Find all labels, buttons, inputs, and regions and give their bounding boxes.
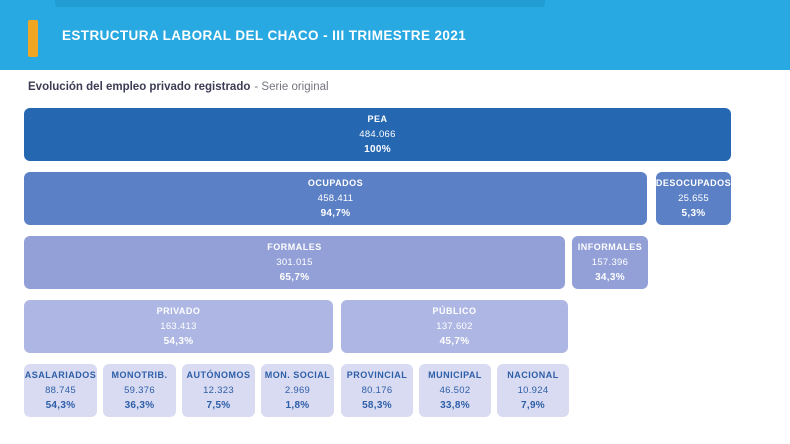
chart-subtitle: Evolución del empleo privado registrado -… — [28, 81, 329, 93]
node-percentage: 94,7% — [320, 208, 351, 219]
node-pea: PEA 484.066 100% — [24, 108, 731, 161]
node-percentage: 58,3% — [362, 400, 392, 411]
page-title: ESTRUCTURA LABORAL DEL CHACO - III TRIME… — [62, 27, 467, 43]
node-label: AUTÓNOMOS — [186, 370, 251, 380]
node-label: PRIVADO — [156, 306, 201, 316]
node-ocupados: OCUPADOS 458.411 94,7% — [24, 172, 647, 225]
header-banner: ESTRUCTURA LABORAL DEL CHACO - III TRIME… — [0, 0, 790, 70]
node-label: INFORMALES — [577, 242, 643, 252]
node-percentage: 100% — [364, 144, 391, 155]
node-value: 301.015 — [276, 256, 313, 268]
node-value: 46.502 — [439, 384, 471, 396]
node-nacional: NACIONAL 10.924 7,9% — [497, 364, 569, 417]
node-percentage: 1,8% — [285, 400, 310, 411]
node-label: MUNICIPAL — [428, 370, 482, 380]
node-informales: INFORMALES 157.396 34,3% — [572, 236, 648, 289]
node-provincial: PROVINCIAL 80.176 58,3% — [341, 364, 413, 417]
node-percentage: 54,3% — [163, 336, 194, 347]
node-value: 484.066 — [359, 128, 396, 140]
node-percentage: 54,3% — [45, 400, 76, 411]
node-percentage: 36,3% — [124, 400, 155, 411]
node-label: MONOTRIB. — [111, 370, 168, 380]
title-accent-bar — [28, 20, 38, 57]
node-autonomos: AUTÓNOMOS 12.323 7,5% — [182, 364, 255, 417]
node-label: DESOCUPADOS — [656, 178, 731, 188]
banner-top-stripe — [55, 0, 545, 7]
node-value: 25.655 — [678, 192, 709, 204]
node-value: 10.924 — [517, 384, 549, 396]
node-percentage: 5,3% — [681, 208, 706, 219]
node-label: PROVINCIAL — [346, 370, 408, 380]
node-formales: FORMALES 301.015 65,7% — [24, 236, 565, 289]
node-value: 163.413 — [160, 320, 197, 332]
node-label: FORMALES — [267, 242, 322, 252]
node-value: 137.602 — [436, 320, 473, 332]
subtitle-bold-text: Evolución del empleo privado registrado — [28, 81, 251, 93]
node-percentage: 65,7% — [279, 272, 310, 283]
node-mon-social: MON. SOCIAL 2.969 1,8% — [261, 364, 334, 417]
node-value: 59.376 — [124, 384, 155, 396]
node-label: ASALARIADOS — [24, 370, 97, 380]
node-label: PÚBLICO — [432, 306, 477, 316]
node-value: 157.396 — [591, 256, 629, 268]
node-municipal: MUNICIPAL 46.502 33,8% — [419, 364, 491, 417]
node-label: PEA — [367, 114, 388, 124]
node-label: NACIONAL — [507, 370, 559, 380]
node-desocupados: DESOCUPADOS 25.655 5,3% — [656, 172, 731, 225]
node-privado: PRIVADO 163.413 54,3% — [24, 300, 333, 353]
node-percentage: 45,7% — [439, 336, 470, 347]
node-value: 2.969 — [284, 384, 311, 396]
node-label: OCUPADOS — [307, 178, 364, 188]
node-percentage: 7,9% — [521, 400, 545, 411]
node-value: 458.411 — [317, 192, 354, 204]
node-monotrib: MONOTRIB. 59.376 36,3% — [103, 364, 176, 417]
node-asalariados: ASALARIADOS 88.745 54,3% — [24, 364, 97, 417]
node-percentage: 7,5% — [206, 400, 231, 411]
node-value: 88.745 — [45, 384, 76, 396]
node-publico: PÚBLICO 137.602 45,7% — [341, 300, 568, 353]
node-value: 80.176 — [361, 384, 393, 396]
node-label: MON. SOCIAL — [264, 370, 331, 380]
node-percentage: 34,3% — [595, 272, 625, 283]
subtitle-light-text: - Serie original — [254, 81, 329, 93]
node-percentage: 33,8% — [440, 400, 470, 411]
node-value: 12.323 — [203, 384, 234, 396]
